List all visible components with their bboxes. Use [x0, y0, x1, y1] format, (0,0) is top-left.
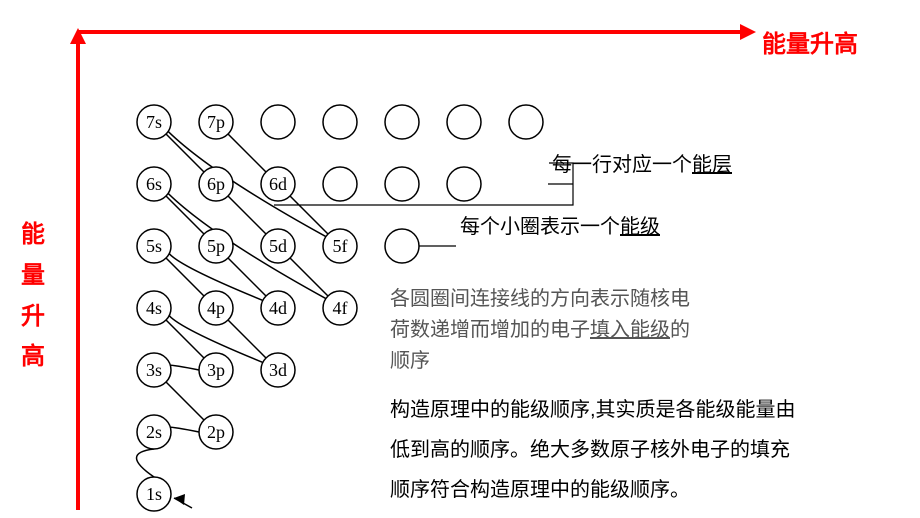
ann-conn-l2ul: 填入能级 [590, 319, 670, 341]
orbital-circle [385, 167, 419, 201]
annotation-connector-meaning: 各圆圈间连接线的方向表示随核电 荷数递增而增加的电子填入能级的 顺序 [390, 284, 790, 377]
orbital-label: 4d [269, 298, 287, 318]
ann-conn-l2b: 的 [670, 319, 690, 341]
orbital-label: 2p [207, 422, 225, 442]
body-p2: 低到高的顺序。绝大多数原子核外电子的填充 [390, 439, 790, 461]
ann-conn-l2a: 荷数递增而增加的电子 [390, 319, 590, 341]
orbital-circle [509, 105, 543, 139]
ann-conn-l1: 各圆圈间连接线的方向表示随核电 [390, 288, 690, 310]
orbital-label: 3p [207, 360, 225, 380]
body-paragraph: 构造原理中的能级顺序,其实质是各能级能量由 低到高的顺序。绝大多数原子核外电子的… [390, 390, 910, 510]
energy-increase-vertical-label: 能量升高 [20, 215, 46, 378]
orbital-circle [447, 105, 481, 139]
annotation-circle-level: 每个小圈表示一个能级 [460, 210, 660, 239]
arrowhead-right-icon [740, 24, 756, 40]
body-p3: 顺序符合构造原理中的能级顺序。 [390, 479, 690, 501]
annotation-row-shell: 每一行对应一个能层 [552, 148, 732, 177]
hlabel-text: 能量升高 [762, 31, 858, 58]
orbital-circle [323, 167, 357, 201]
orbital-label: 1s [146, 484, 162, 504]
ann-row-ul: 能层 [692, 154, 732, 176]
orbital-label: 7s [146, 112, 162, 132]
orbital-label: 6d [269, 174, 287, 194]
orbital-label: 4f [333, 298, 348, 318]
vlabel-text: 能量升高 [21, 221, 45, 370]
orbital-label: 6p [207, 174, 225, 194]
orbital-label: 4s [146, 298, 162, 318]
orbital-label: 5d [269, 236, 287, 256]
orbital-label: 4p [207, 298, 225, 318]
orbital-label: 5f [333, 236, 348, 256]
body-p1: 构造原理中的能级顺序,其实质是各能级能量由 [390, 399, 796, 421]
orbital-label: 7p [207, 112, 225, 132]
ann-circle-ul: 能级 [620, 216, 660, 238]
ann-circle-prefix: 每个小圈表示一个 [460, 216, 620, 238]
orbital-label: 5s [146, 236, 162, 256]
ann-row-prefix: 每一行对应一个 [552, 154, 692, 176]
orbital-label: 3s [146, 360, 162, 380]
orbital-label: 6s [146, 174, 162, 194]
orbital-circle [323, 105, 357, 139]
orbital-circle [385, 229, 419, 263]
ann-conn-l3: 顺序 [390, 350, 430, 372]
orbital-circle [385, 105, 419, 139]
orbital-label: 3d [269, 360, 287, 380]
energy-increase-horizontal-label: 能量升高 [762, 24, 858, 59]
orbital-circle [261, 105, 295, 139]
orbital-circle [447, 167, 481, 201]
row-bracket [274, 163, 573, 205]
diagram-stage: { "layout":{ "canvas":{"w":920,"h":518},… [0, 0, 920, 518]
orbital-label: 2s [146, 422, 162, 442]
orbital-label: 5p [207, 236, 225, 256]
